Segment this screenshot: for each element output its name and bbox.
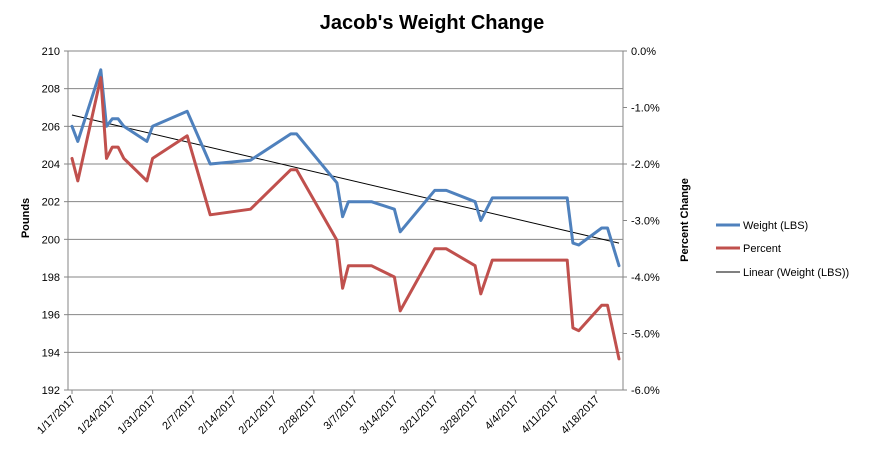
x-tick-label: 2/14/2017 bbox=[196, 394, 239, 437]
x-tick-label: 2/21/2017 bbox=[237, 394, 280, 437]
y2-axis-label: Percent Change bbox=[679, 178, 691, 262]
x-tick-label: 3/21/2017 bbox=[398, 394, 441, 437]
x-tick-label: 1/17/2017 bbox=[35, 394, 78, 437]
y-tick-label: 192 bbox=[42, 385, 60, 397]
x-tick-label: 4/11/2017 bbox=[519, 394, 562, 437]
x-tick-label: 3/14/2017 bbox=[357, 394, 400, 437]
x-tick-label: 1/24/2017 bbox=[75, 394, 118, 437]
chart-title: Jacob's Weight Change bbox=[320, 12, 544, 34]
legend-item-percent: Percent bbox=[716, 243, 781, 255]
legend-label-percent: Percent bbox=[743, 243, 781, 255]
gridlines bbox=[68, 50, 623, 391]
y-tick-label: 202 bbox=[42, 197, 60, 209]
y-tick-label: 208 bbox=[42, 84, 60, 96]
right-axis-ticks: -6.0% -5.0% -4.0% -3.0% -2.0% -1.0% 0.0% bbox=[623, 46, 660, 397]
y-tick-label: 206 bbox=[42, 121, 60, 133]
y-tick-label: 210 bbox=[42, 46, 60, 58]
legend-item-trendline: Linear (Weight (LBS)) bbox=[716, 267, 849, 279]
x-tick-label: 4/18/2017 bbox=[559, 394, 602, 437]
x-tick-label: 1/31/2017 bbox=[116, 394, 159, 437]
y2-tick-label: -6.0% bbox=[631, 385, 660, 397]
y-tick-label: 204 bbox=[42, 159, 60, 171]
y-tick-label: 198 bbox=[42, 272, 60, 284]
x-tick-label: 3/28/2017 bbox=[438, 394, 481, 437]
x-tick-label: 2/28/2017 bbox=[277, 394, 320, 437]
trendline-linear-weight bbox=[71, 114, 620, 244]
legend-item-weight: Weight (LBS) bbox=[716, 220, 808, 232]
y2-tick-label: -2.0% bbox=[631, 159, 660, 171]
y-tick-label: 194 bbox=[42, 347, 60, 359]
legend: Weight (LBS) Percent Linear (Weight (LBS… bbox=[716, 220, 849, 279]
axes bbox=[67, 51, 624, 391]
left-axis-ticks: 192 194 196 198 200 202 204 206 208 210 bbox=[42, 46, 68, 397]
y-tick-label: 200 bbox=[42, 234, 60, 246]
legend-label-weight: Weight (LBS) bbox=[743, 220, 808, 232]
x-tick-label: 2/7/2017 bbox=[160, 394, 199, 433]
y2-tick-label: -3.0% bbox=[631, 216, 660, 228]
x-tick-label: 4/4/2017 bbox=[483, 394, 522, 433]
trendline-layer bbox=[71, 114, 620, 244]
y-tick-label: 196 bbox=[42, 310, 60, 322]
series-line-weight bbox=[70, 68, 621, 268]
x-tick-label: 3/7/2017 bbox=[321, 394, 360, 433]
y-axis-label: Pounds bbox=[20, 198, 32, 238]
y2-tick-label: -4.0% bbox=[631, 272, 660, 284]
y2-tick-label: 0.0% bbox=[631, 46, 656, 58]
series-layer bbox=[70, 68, 621, 361]
y2-tick-label: -1.0% bbox=[631, 103, 660, 115]
y2-tick-label: -5.0% bbox=[631, 329, 660, 341]
legend-label-trendline: Linear (Weight (LBS)) bbox=[743, 267, 849, 279]
series-line-percent bbox=[70, 76, 621, 361]
